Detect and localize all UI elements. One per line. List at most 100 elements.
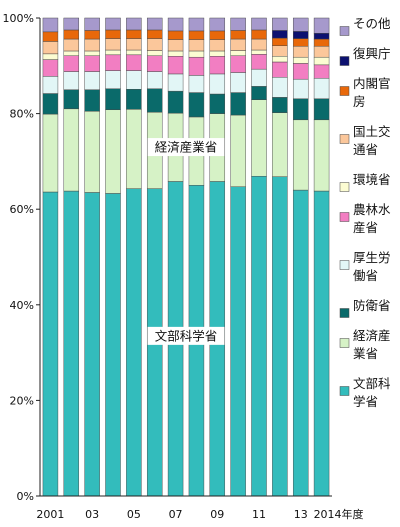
bar-segment-2012-7 — [272, 37, 288, 46]
bar-segment-2011-5 — [251, 49, 267, 55]
bar-segment-2009-2 — [209, 93, 226, 114]
legend-label: 房 — [353, 94, 366, 109]
legend-label: 内閣官 — [353, 76, 391, 91]
legend-label: 復興庁 — [353, 46, 391, 61]
legend: その他復興庁内閣官房国土交通省環境省農林水産省厚生労働省防衛省経済産業省文部科学… — [339, 16, 391, 409]
bar-segment-2004-1 — [105, 109, 121, 194]
bar-segment-2009-6 — [209, 39, 226, 52]
bar-segment-2002-1 — [63, 108, 80, 192]
bar-segment-2010-9 — [230, 17, 246, 31]
legend-swatch — [339, 386, 350, 396]
bar-segment-2012-9 — [272, 17, 288, 31]
legend-swatch — [339, 134, 350, 144]
bar-segment-2010-0 — [230, 186, 246, 497]
bar-segment-2003-6 — [84, 38, 100, 52]
bar-segment-2013-9 — [292, 17, 309, 32]
inline-label-文部科学省: 文部科学省 — [155, 328, 218, 343]
bar-segment-2005-3 — [126, 70, 142, 90]
bar-segment-2001-9 — [42, 17, 59, 33]
bar-segment-2010-4 — [230, 55, 246, 73]
bar-segment-2014-9 — [313, 17, 330, 34]
bar-segment-2003-9 — [84, 17, 100, 31]
bar-segment-2014-0 — [313, 190, 330, 497]
bar-segment-2014-3 — [313, 78, 330, 100]
bar-segment-2013-3 — [292, 78, 309, 100]
bar-segment-2007-6 — [167, 39, 184, 52]
bar-segment-2002-4 — [63, 55, 80, 72]
bar-segment-2014-2 — [313, 98, 330, 121]
bar-segment-2005-0 — [126, 188, 142, 497]
bar-segment-2004-6 — [105, 38, 121, 51]
bar-segment-2011-1 — [251, 99, 267, 177]
bar-segment-2011-9 — [251, 17, 267, 31]
x-tick-label: 05 — [127, 508, 141, 521]
bar-segment-2005-6 — [126, 38, 142, 51]
y-tick-label: 40% — [10, 299, 34, 312]
bar-segment-2009-4 — [209, 56, 226, 75]
legend-label: 経済産 — [353, 328, 391, 343]
bar-segment-2014-6 — [313, 45, 330, 58]
legend-label: 産省 — [353, 220, 378, 235]
bar-segment-2009-7 — [209, 30, 226, 40]
bar-segment-2011-0 — [251, 175, 267, 497]
bar-segment-2010-6 — [230, 38, 246, 51]
bar-segment-2010-2 — [230, 92, 246, 116]
legend-label: 通省 — [353, 142, 378, 157]
y-tick-label: 100% — [3, 12, 34, 25]
bar-segment-2002-9 — [63, 17, 80, 31]
bar-segment-2007-5 — [167, 50, 184, 57]
bar-segment-2014-8 — [313, 33, 330, 40]
y-tick-label: 20% — [10, 394, 34, 407]
bar-segment-2010-7 — [230, 30, 246, 40]
bar-segment-2001-7 — [42, 31, 59, 42]
legend-swatch — [339, 338, 350, 348]
bar-segment-2001-2 — [42, 93, 59, 115]
bar-segment-2005-5 — [126, 49, 142, 56]
x-tick-label: 03 — [85, 508, 99, 521]
bar-segment-2013-8 — [292, 31, 309, 39]
y-tick-label: 0% — [17, 490, 34, 503]
bar-segment-2011-6 — [251, 38, 267, 51]
bar-segment-2004-7 — [105, 29, 121, 39]
bar-segment-2013-2 — [292, 98, 309, 121]
bar-segment-2003-2 — [84, 89, 100, 112]
bar-segment-2005-2 — [126, 88, 142, 110]
bar-segment-2008-6 — [188, 39, 205, 52]
bar-segment-2004-3 — [105, 70, 121, 89]
legend-swatch — [339, 86, 350, 96]
bar-segment-2005-4 — [126, 54, 142, 71]
bar-segment-2012-2 — [272, 97, 288, 113]
legend-swatch — [339, 260, 350, 270]
bar-segment-2005-7 — [126, 29, 142, 39]
bar-segment-2010-1 — [230, 114, 246, 187]
bar-segment-2003-4 — [84, 55, 100, 72]
bar-segment-2014-7 — [313, 38, 330, 47]
legend-label: 防衛省 — [353, 298, 391, 313]
bar-segment-2013-5 — [292, 56, 309, 64]
legend-label: 業省 — [353, 346, 378, 361]
bar-segment-2006-6 — [146, 38, 163, 51]
bar-segment-2010-3 — [230, 72, 246, 93]
bar-segment-2004-4 — [105, 54, 121, 71]
legend-label: 環境省 — [353, 172, 391, 187]
inline-label-bg — [147, 138, 225, 157]
bar-segment-2010-5 — [230, 50, 246, 56]
legend-swatch — [339, 212, 350, 222]
bar-segment-2007-7 — [167, 30, 184, 40]
x-tick-label: 09 — [210, 508, 224, 521]
bar-segment-2002-0 — [63, 190, 80, 497]
bar-segment-2002-3 — [63, 71, 80, 90]
bar-segment-2002-6 — [63, 38, 80, 52]
legend-swatch — [339, 182, 350, 192]
bar-segment-2011-4 — [251, 54, 267, 70]
bar-segment-2012-8 — [272, 30, 288, 39]
bar-segment-2011-3 — [251, 68, 267, 87]
bar-segment-2012-1 — [272, 112, 288, 177]
bar-segment-2006-9 — [146, 17, 163, 31]
bar-segment-2012-6 — [272, 45, 288, 57]
bar-segment-2004-9 — [105, 17, 121, 31]
bar-segment-2001-5 — [42, 53, 59, 60]
bar-segment-2006-3 — [146, 71, 163, 89]
bar-segment-2003-0 — [84, 192, 100, 497]
